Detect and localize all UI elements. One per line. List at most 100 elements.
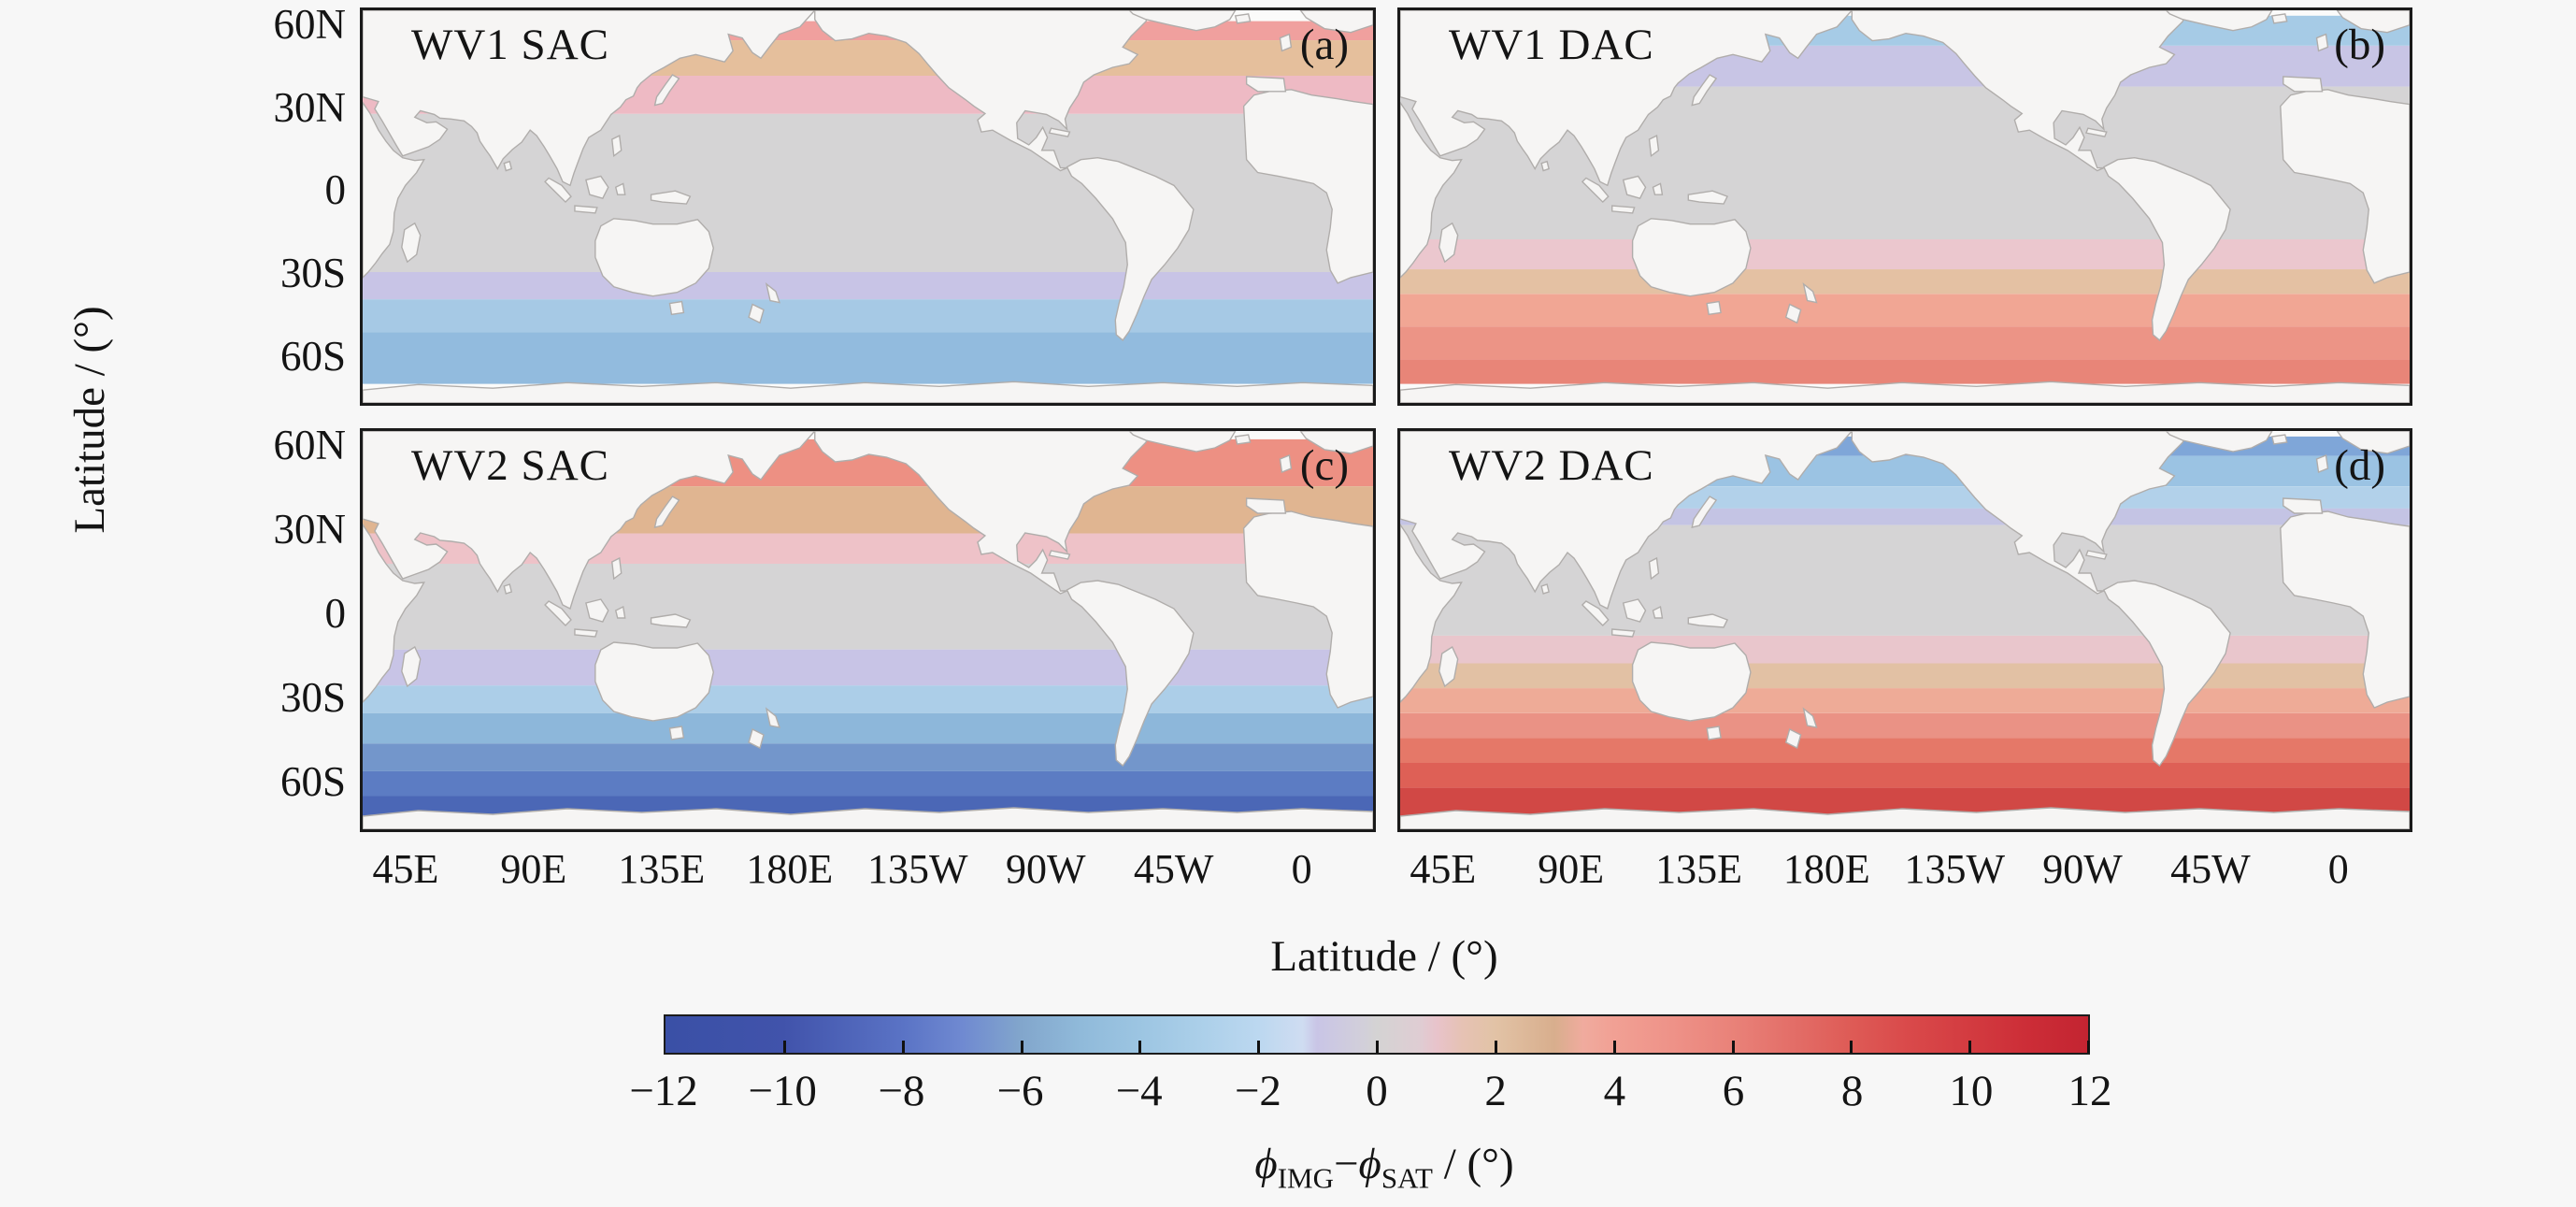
land-mass: [650, 190, 692, 205]
land-mass: [1622, 598, 1647, 623]
y-tick-label: 60S: [279, 758, 346, 805]
lat-band: [363, 113, 1373, 273]
land-mass: [1851, 431, 2187, 595]
x-tick-label: 45E: [372, 846, 439, 892]
x-tick-label: 180E: [1782, 846, 1870, 892]
land-mass: [1400, 101, 1463, 279]
x-tick-label: 135W: [1904, 846, 2005, 892]
x-tick-label: 0: [1291, 846, 1312, 892]
land-mass: [2280, 89, 2410, 284]
lat-band: [1400, 712, 2410, 739]
lat-band: [1400, 326, 2410, 360]
lat-band: [363, 332, 1373, 384]
land-mass: [401, 645, 422, 688]
land-mass: [1706, 726, 1722, 740]
land-mass: [1540, 583, 1550, 595]
x-tick-label: 135E: [1655, 846, 1742, 892]
land-mass: [668, 726, 685, 740]
colorbar-tick-label: −2: [1234, 1067, 1281, 1115]
land-mass: [748, 727, 765, 750]
colorbar: [664, 1014, 2090, 1055]
land-mass: [765, 282, 780, 304]
colorbar-tick-label: −12: [629, 1067, 698, 1115]
colorbar-tick: [1376, 1041, 1379, 1053]
land-mass: [668, 300, 685, 316]
minus-sign: −: [1333, 1140, 1359, 1188]
land-mass: [614, 182, 626, 195]
map-wv1-sac: [363, 10, 1373, 403]
colorbar-tick: [782, 1041, 786, 1053]
map-panel-wv2-dac: WV2 DAC (d): [1397, 428, 2412, 832]
land-mass: [1691, 496, 1718, 528]
land-mass: [1784, 303, 1802, 324]
land-mass: [1784, 727, 1802, 750]
y-tick-label: 30S: [279, 250, 346, 296]
panel-title: WV1 DAC: [1449, 21, 1654, 69]
colorbar-tick: [2087, 1041, 2090, 1053]
colorbar-tick-label: 10: [1949, 1067, 1994, 1115]
land-mass: [1234, 13, 1252, 24]
map-wv2-dac: [1400, 431, 2410, 829]
land-mass: [1128, 431, 1237, 453]
land-mass: [1245, 76, 1287, 93]
lat-band: [363, 649, 1373, 686]
x-tick-label: 90W: [2042, 846, 2123, 892]
land-mass: [2084, 127, 2108, 137]
colorbar-tick-label: 6: [1722, 1067, 1745, 1115]
x-tick-label: 180E: [746, 846, 834, 892]
lat-band: [363, 685, 1373, 713]
land-mass: [1691, 74, 1718, 107]
panel-corner-label: (d): [2334, 441, 2385, 490]
phi-img-subscript: IMG: [1277, 1161, 1334, 1195]
land-mass: [2283, 76, 2324, 93]
land-mass: [1631, 641, 1752, 722]
lat-band: [1400, 359, 2410, 384]
land-mass: [1540, 160, 1550, 172]
y-tick-label: 30S: [279, 674, 346, 721]
land-mass: [2336, 10, 2410, 34]
map-panel-wv2-sac: WV2 SAC (c): [360, 428, 1376, 832]
land-mass: [2084, 550, 2108, 560]
y-tick-label: 60N: [273, 422, 347, 468]
lat-band: [363, 743, 1373, 771]
land-mass: [1802, 282, 1818, 304]
land-mass: [1299, 10, 1373, 34]
land-mass: [1400, 10, 1853, 187]
land-mass: [1611, 628, 1636, 638]
land-mass: [2270, 13, 2288, 24]
map-panel-wv1-sac: WV1 SAC (a): [360, 7, 1376, 406]
land-mass: [611, 556, 623, 581]
land-mass: [1652, 182, 1664, 195]
panel-title: WV2 SAC: [411, 441, 609, 490]
land-mass: [1048, 550, 1071, 560]
land-mass: [1581, 600, 1610, 626]
lat-band: [1400, 294, 2410, 327]
land-mass: [363, 523, 425, 703]
land-mass: [814, 10, 1150, 172]
colorbar-tick: [1494, 1041, 1497, 1053]
lat-band: [363, 770, 1373, 797]
lat-band: [1400, 269, 2410, 295]
land-mass: [1851, 10, 2187, 172]
land-mass: [1128, 10, 1237, 32]
x-tick-label: 45W: [1133, 846, 1214, 892]
panel-corner-label: (c): [1299, 441, 1349, 490]
land-mass: [1648, 135, 1660, 158]
land-mass: [1438, 645, 1459, 688]
land-mass: [2280, 510, 2410, 709]
land-mass: [594, 641, 714, 722]
land-mass: [503, 160, 513, 172]
x-tick-label: 0: [2327, 846, 2349, 892]
panel-corner-label: (b): [2334, 21, 2385, 69]
colorbar-tick: [1731, 1041, 1735, 1053]
land-mass: [653, 74, 680, 107]
land-mass: [1299, 431, 1373, 454]
land-mass: [614, 605, 626, 619]
map-panel-wv1-dac: WV1 DAC (b): [1397, 7, 2412, 406]
land-mass: [1687, 190, 1729, 205]
land-mass: [748, 303, 765, 324]
y-tick-label: 30N: [273, 83, 347, 131]
colorbar-tick: [1968, 1041, 1972, 1053]
land-mass: [1048, 127, 1071, 137]
colorbar-tick: [1612, 1041, 1616, 1053]
